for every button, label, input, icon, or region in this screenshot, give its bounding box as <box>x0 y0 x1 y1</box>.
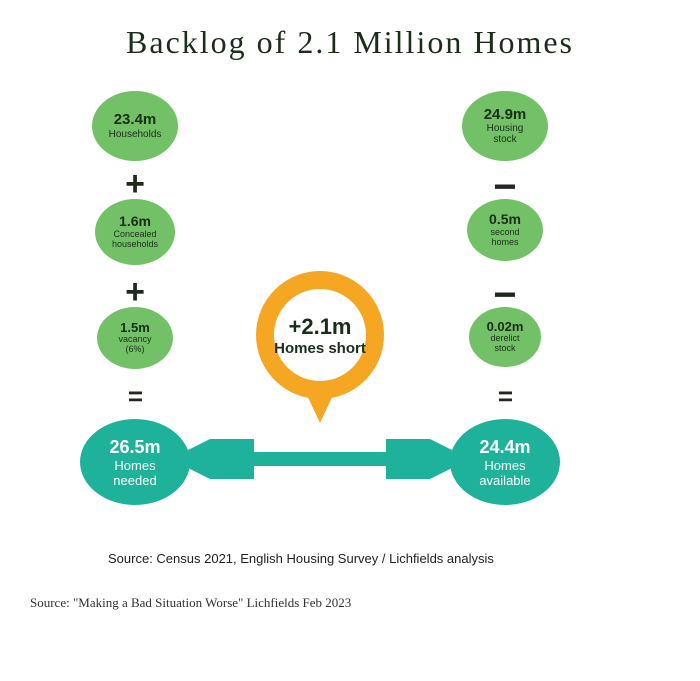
left-bubble-households: 23.4m Households <box>92 91 178 161</box>
right-bubble-second-homes: 0.5m secondhomes <box>467 199 543 261</box>
value-label: 23.4m <box>114 112 157 129</box>
pin-ring-icon: +2.1m Homes short <box>256 271 384 399</box>
source-inner: Source: Census 2021, English Housing Sur… <box>108 551 494 566</box>
source-outer: Source: "Making a Bad Situation Worse" L… <box>30 595 700 611</box>
right-bubble-stock: 24.9m Housingstock <box>462 91 548 161</box>
desc-label: Housingstock <box>487 123 524 145</box>
left-result-homes-needed: 26.5m Homesneeded <box>80 419 190 505</box>
right-bubble-derelict: 0.02m derelictstock <box>469 307 541 367</box>
value-label: 0.5m <box>489 212 521 227</box>
value-label: 0.02m <box>487 320 524 334</box>
desc-label: derelictstock <box>490 334 519 354</box>
desc-label: vacancy(6%) <box>118 335 151 355</box>
pin-tail-icon <box>306 393 334 423</box>
value-label: 1.5m <box>120 321 150 335</box>
center-pin-shortfall: +2.1m Homes short <box>256 271 384 423</box>
desc-label: Homesneeded <box>113 458 156 488</box>
desc-label: Homesavailable <box>479 458 530 488</box>
double-arrow-icon <box>184 439 456 479</box>
value-label: +2.1m <box>289 314 352 340</box>
value-label: 24.4m <box>479 437 530 458</box>
value-label: 26.5m <box>109 437 160 458</box>
desc-label: Households <box>109 129 162 140</box>
infographic-canvas: 23.4m Households + 1.6m Concealedhouseho… <box>0 61 700 581</box>
desc-label: Concealedhouseholds <box>112 230 158 250</box>
equals-icon: = <box>485 381 525 412</box>
desc-label: Homes short <box>274 340 366 357</box>
left-bubble-vacancy: 1.5m vacancy(6%) <box>97 307 173 369</box>
page-title: Backlog of 2.1 Million Homes <box>0 24 700 61</box>
value-label: 1.6m <box>119 214 151 229</box>
right-result-homes-available: 24.4m Homesavailable <box>450 419 560 505</box>
value-label: 24.9m <box>484 107 527 124</box>
left-bubble-concealed: 1.6m Concealedhouseholds <box>95 199 175 265</box>
desc-label: secondhomes <box>490 228 519 248</box>
equals-icon: = <box>115 381 155 412</box>
